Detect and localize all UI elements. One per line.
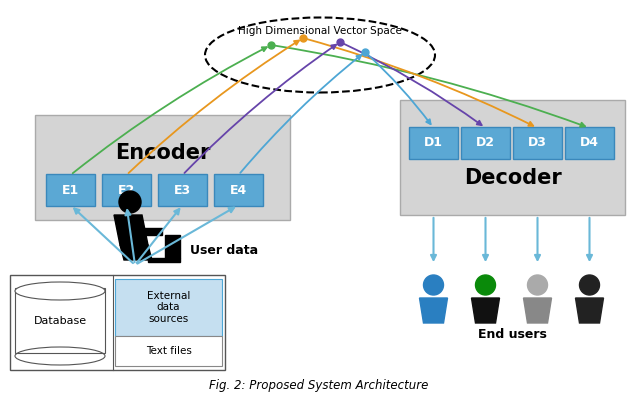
FancyBboxPatch shape bbox=[158, 174, 207, 206]
Text: Text files: Text files bbox=[145, 346, 191, 356]
Text: User data: User data bbox=[190, 244, 258, 256]
Text: D2: D2 bbox=[476, 137, 495, 150]
Polygon shape bbox=[471, 298, 500, 323]
Text: Encoder: Encoder bbox=[115, 143, 210, 163]
Polygon shape bbox=[140, 228, 162, 235]
FancyBboxPatch shape bbox=[400, 100, 625, 215]
FancyBboxPatch shape bbox=[46, 174, 95, 206]
Text: Decoder: Decoder bbox=[464, 168, 561, 188]
FancyBboxPatch shape bbox=[115, 336, 222, 366]
FancyBboxPatch shape bbox=[461, 127, 510, 159]
Polygon shape bbox=[575, 298, 604, 323]
Text: Database: Database bbox=[33, 316, 87, 326]
Text: High Dimensional Vector Space: High Dimensional Vector Space bbox=[238, 27, 402, 37]
Polygon shape bbox=[148, 258, 180, 262]
Circle shape bbox=[528, 275, 547, 295]
Text: E3: E3 bbox=[174, 183, 191, 197]
Text: D3: D3 bbox=[528, 137, 547, 150]
Circle shape bbox=[475, 275, 496, 295]
Ellipse shape bbox=[15, 282, 105, 300]
Text: E4: E4 bbox=[230, 183, 247, 197]
Text: External
data
sources: External data sources bbox=[147, 291, 190, 324]
FancyBboxPatch shape bbox=[10, 275, 225, 370]
FancyBboxPatch shape bbox=[565, 127, 614, 159]
Circle shape bbox=[579, 275, 600, 295]
Polygon shape bbox=[420, 298, 447, 323]
Polygon shape bbox=[524, 298, 551, 323]
Polygon shape bbox=[165, 235, 180, 258]
FancyBboxPatch shape bbox=[102, 174, 151, 206]
Circle shape bbox=[119, 191, 141, 213]
FancyBboxPatch shape bbox=[15, 288, 105, 353]
Text: End users: End users bbox=[478, 328, 547, 341]
FancyBboxPatch shape bbox=[409, 127, 458, 159]
Text: Fig. 2: Proposed System Architecture: Fig. 2: Proposed System Architecture bbox=[209, 378, 429, 392]
Circle shape bbox=[424, 275, 443, 295]
Polygon shape bbox=[114, 215, 148, 245]
FancyBboxPatch shape bbox=[115, 279, 222, 336]
Text: E1: E1 bbox=[62, 183, 79, 197]
FancyBboxPatch shape bbox=[214, 174, 263, 206]
Text: E2: E2 bbox=[118, 183, 135, 197]
Text: D4: D4 bbox=[580, 137, 599, 150]
FancyBboxPatch shape bbox=[35, 115, 290, 220]
Polygon shape bbox=[120, 245, 152, 260]
Text: D1: D1 bbox=[424, 137, 443, 150]
FancyBboxPatch shape bbox=[513, 127, 562, 159]
